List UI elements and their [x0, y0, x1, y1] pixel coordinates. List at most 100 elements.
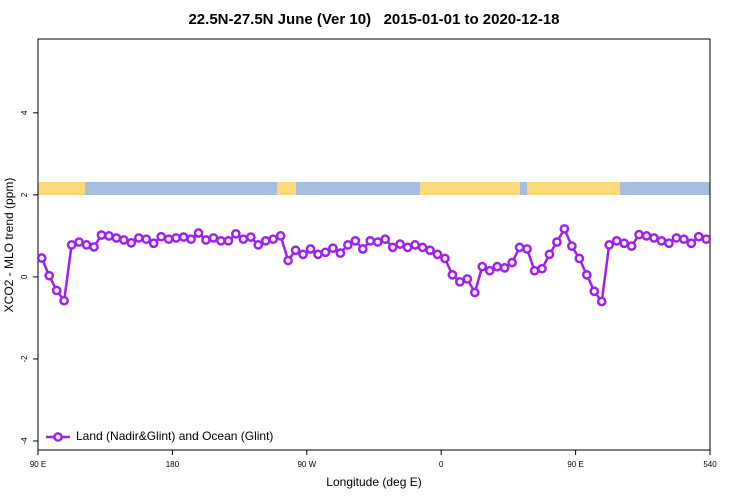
data-point: [156, 231, 167, 242]
x-tick-label: 180: [166, 460, 180, 469]
data-point: [148, 238, 159, 249]
land-strip: [420, 182, 520, 195]
data-point: [671, 233, 682, 243]
data-point: [171, 233, 181, 243]
data-point: [514, 242, 525, 253]
data-point: [141, 234, 152, 245]
data-point: [104, 231, 114, 241]
plot-frame: [37, 38, 711, 451]
data-point: [611, 235, 622, 246]
data-point: [201, 235, 211, 245]
data-point: [425, 245, 435, 256]
data-point: [410, 240, 420, 250]
data-point: [275, 231, 286, 241]
data-point: [649, 233, 659, 243]
data-point: [469, 287, 480, 298]
data-point: [581, 270, 592, 280]
data-point: [417, 242, 428, 253]
land-strip: [38, 182, 85, 195]
legend-swatch-marker: [53, 432, 63, 442]
data-point: [693, 231, 704, 242]
land-strip: [277, 182, 296, 195]
data-point: [223, 235, 234, 246]
map-strip: [38, 182, 710, 195]
data-point: [193, 228, 204, 238]
data-point: [686, 238, 697, 249]
data-point: [619, 238, 629, 249]
data-point: [208, 233, 219, 243]
data-point: [44, 270, 55, 281]
data-point: [387, 242, 398, 253]
y-tick-label: -2: [20, 355, 29, 363]
data-point: [305, 244, 316, 254]
data-point: [484, 265, 495, 276]
data-point: [119, 235, 129, 245]
data-point: [462, 274, 473, 284]
data-point: [552, 237, 562, 247]
x-tick-label: 90 E: [567, 460, 583, 469]
data-point: [186, 234, 196, 245]
data-point: [298, 249, 308, 260]
data-point: [238, 234, 249, 245]
data-point: [178, 232, 189, 242]
data-point: [365, 235, 376, 246]
data-point: [126, 238, 137, 248]
data-point: [679, 234, 689, 245]
data-point: [89, 242, 99, 252]
x-tick-label: 90 W: [297, 460, 316, 469]
data-point: [544, 249, 555, 260]
data-point: [664, 238, 674, 249]
data-point: [402, 242, 413, 253]
y-tick-label: 2: [20, 192, 29, 197]
x-tick-label: 540: [703, 460, 717, 469]
data-point: [111, 233, 122, 243]
data-point: [96, 230, 107, 240]
data-point: [574, 253, 585, 264]
x-tick-label: 90 E: [30, 460, 46, 469]
data-point: [440, 253, 450, 264]
data-point: [499, 263, 510, 273]
data-point: [350, 235, 361, 246]
data-point: [522, 244, 532, 254]
data-point: [343, 240, 353, 250]
data-point: [320, 247, 331, 258]
data-point: [51, 285, 62, 296]
data-point: [74, 237, 84, 247]
data-point: [626, 241, 637, 251]
data-point: [253, 240, 264, 250]
x-axis-label: Longitude (deg E): [326, 475, 421, 489]
data-point: [477, 261, 488, 272]
data-point: [641, 231, 652, 241]
data-point: [432, 249, 443, 260]
data-point: [260, 235, 271, 246]
chart-title: 22.5N-27.5N June (Ver 10) 2015-01-01 to …: [188, 11, 559, 28]
data-point: [701, 234, 712, 245]
data-point: [81, 240, 92, 250]
data-point: [36, 253, 47, 263]
data-point: [163, 234, 174, 245]
data-point: [66, 240, 77, 250]
data-point: [133, 233, 144, 243]
data-point: [335, 248, 346, 258]
data-point: [559, 224, 570, 234]
data-point: [589, 286, 600, 297]
legend-label: Land (Nadir&Glint) and Ocean (Glint): [76, 429, 273, 443]
y-tick-label: 0: [20, 274, 29, 279]
data-point: [604, 240, 615, 250]
data-point: [313, 249, 323, 260]
data-point: [245, 232, 256, 242]
data-point: [380, 234, 391, 245]
data-point: [372, 237, 383, 247]
data-point: [634, 229, 644, 240]
data-point: [231, 228, 241, 239]
data-point: [537, 263, 547, 274]
data-point: [507, 257, 517, 268]
data-point: [268, 234, 279, 245]
data-point: [283, 255, 293, 266]
x-tick-label: 0: [439, 460, 444, 469]
data-point: [656, 235, 667, 246]
y-tick-label: -4: [20, 437, 29, 445]
data-point: [59, 295, 69, 306]
